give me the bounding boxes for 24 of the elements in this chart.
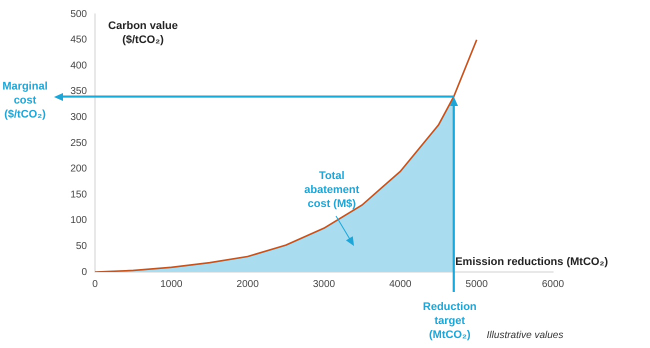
x-tick-label: 5000 <box>466 278 488 290</box>
y-tick-label: 300 <box>70 112 88 123</box>
ref-line-label: Reduction target (MtCO₂) <box>422 301 477 342</box>
annotation: Total abatement cost (M$) <box>304 170 360 210</box>
x-tick-label: 3000 <box>312 278 336 290</box>
y-tick-label: 150 <box>70 189 88 200</box>
y-tick-label: 400 <box>70 60 88 72</box>
y-tick-label: 50 <box>76 240 88 252</box>
x-tick-label: 0 <box>92 278 98 290</box>
y-tick-label: 200 <box>70 164 88 175</box>
x-tick-label: 2000 <box>236 278 260 290</box>
y-tick-label: 350 <box>70 86 88 98</box>
y-tick-label: 500 <box>70 8 88 20</box>
x-tick-label: 6000 <box>542 278 565 290</box>
y-tick-label: 450 <box>70 34 88 46</box>
text: Illustrative values <box>486 330 564 341</box>
y-tick-label: 0 <box>81 266 88 278</box>
x-tick-label: 4000 <box>389 278 412 290</box>
x-axis-title: Emission reductions (MtCO₂) <box>455 256 608 268</box>
x-tick-label: 1000 <box>160 278 183 290</box>
y-tick-label: 250 <box>70 138 88 149</box>
y-axis-title: Carbon value ($/tCO₂) <box>108 20 178 46</box>
ref-line-label: Marginal cost ($/tCO₂) <box>2 80 48 121</box>
y-tick-label: 100 <box>70 215 88 226</box>
